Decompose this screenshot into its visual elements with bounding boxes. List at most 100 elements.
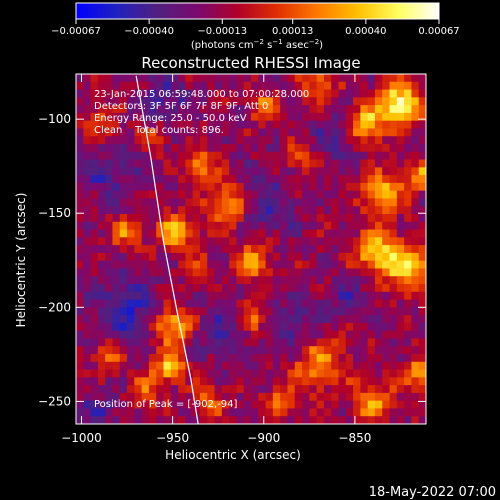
heatmap-cell bbox=[221, 245, 230, 254]
heatmap-cell bbox=[280, 369, 289, 378]
heatmap-cell bbox=[272, 408, 281, 417]
heatmap-cell bbox=[287, 97, 296, 106]
heatmap-cell bbox=[199, 112, 208, 122]
heatmap-cell bbox=[207, 190, 216, 200]
heatmap-cell bbox=[360, 229, 369, 238]
heatmap-cell bbox=[316, 237, 325, 246]
heatmap-cell bbox=[411, 354, 420, 363]
heatmap-cell bbox=[214, 136, 223, 145]
heatmap-cell bbox=[192, 291, 201, 301]
heatmap-cell bbox=[112, 361, 121, 371]
heatmap-cell bbox=[302, 307, 310, 316]
heatmap-cell bbox=[148, 400, 157, 410]
heatmap-cell bbox=[331, 377, 340, 386]
heatmap-cell bbox=[105, 81, 114, 91]
heatmap-cell bbox=[309, 408, 318, 417]
heatmap-cell bbox=[141, 400, 150, 410]
heatmap-cell bbox=[382, 416, 391, 424]
heatmap-cell bbox=[251, 167, 259, 176]
heatmap-cell bbox=[178, 144, 186, 153]
heatmap-cell bbox=[119, 167, 128, 176]
heatmap-cell bbox=[119, 322, 128, 332]
heatmap-cell bbox=[316, 284, 325, 293]
heatmap-cell bbox=[382, 354, 391, 363]
heatmap-cell bbox=[323, 182, 332, 192]
heatmap-cell bbox=[302, 206, 310, 215]
heatmap-cell bbox=[345, 229, 354, 238]
heatmap-cell bbox=[156, 268, 165, 277]
heatmap-cell bbox=[367, 392, 376, 402]
heatmap-cell bbox=[345, 136, 354, 145]
heatmap-cell bbox=[243, 291, 252, 301]
heatmap-cell bbox=[367, 385, 376, 394]
heatmap-cell bbox=[382, 385, 391, 394]
heatmap-cell bbox=[272, 268, 281, 277]
heatmap-cell bbox=[214, 112, 223, 122]
heatmap-cell bbox=[207, 167, 216, 176]
heatmap-cell bbox=[309, 120, 318, 130]
heatmap-cell bbox=[90, 346, 99, 355]
heatmap-cell bbox=[316, 245, 325, 254]
heatmap-cell bbox=[163, 175, 172, 184]
heatmap-cell bbox=[76, 229, 84, 238]
heatmap-cell bbox=[404, 284, 413, 293]
heatmap-cell bbox=[112, 377, 121, 386]
heatmap-cell bbox=[287, 136, 296, 145]
heatmap-cell bbox=[170, 400, 179, 410]
heatmap-cell bbox=[404, 120, 413, 130]
heatmap-cell bbox=[112, 198, 121, 207]
heatmap-cell bbox=[360, 268, 369, 277]
heatmap-cell bbox=[76, 128, 84, 137]
heatmap-cell bbox=[331, 299, 340, 308]
heatmap-cell bbox=[331, 322, 340, 332]
heatmap-cell bbox=[105, 198, 114, 207]
heatmap-cell bbox=[134, 307, 143, 316]
heatmap-cell bbox=[119, 245, 128, 254]
heatmap-cell bbox=[280, 361, 289, 371]
heatmap-cell bbox=[148, 416, 157, 424]
heatmap-cell bbox=[236, 369, 245, 378]
heatmap-cell bbox=[382, 221, 391, 231]
heatmap-cell bbox=[97, 252, 106, 262]
heatmap-cell bbox=[265, 392, 274, 402]
heatmap-cell bbox=[323, 369, 332, 378]
heatmap-cell bbox=[418, 229, 426, 238]
heatmap-cell bbox=[185, 144, 194, 153]
heatmap-cell bbox=[389, 268, 398, 277]
heatmap-cell bbox=[396, 354, 405, 363]
heatmap-cell bbox=[367, 112, 376, 122]
heatmap-cell bbox=[192, 299, 201, 308]
heatmap-cell bbox=[316, 416, 325, 424]
heatmap-cell bbox=[207, 330, 216, 340]
heatmap-cell bbox=[163, 105, 172, 114]
heatmap-cell bbox=[148, 136, 157, 145]
colorbar-unit-label: (photons cm−2 s−1 asec−2) bbox=[191, 38, 323, 51]
heatmap-cell bbox=[258, 338, 267, 347]
heatmap-cell bbox=[345, 416, 354, 424]
heatmap-cell bbox=[229, 315, 238, 324]
heatmap-cell bbox=[134, 229, 143, 238]
heatmap-cell bbox=[178, 252, 186, 262]
heatmap-cell bbox=[185, 105, 194, 114]
heatmap-cell bbox=[258, 377, 267, 386]
heatmap-cell bbox=[374, 198, 383, 207]
heatmap-cell bbox=[331, 159, 340, 168]
heatmap-cell bbox=[170, 175, 179, 184]
heatmap-cell bbox=[309, 369, 318, 378]
heatmap-cell bbox=[396, 346, 405, 355]
heatmap-cell bbox=[112, 112, 121, 122]
colorbar-tick-label: −0.00013 bbox=[197, 26, 247, 37]
heatmap-cell bbox=[141, 377, 150, 386]
heatmap-cell bbox=[243, 151, 252, 161]
heatmap-cell bbox=[119, 416, 128, 424]
heatmap-cell bbox=[251, 112, 259, 122]
heatmap-cell bbox=[105, 276, 114, 285]
heatmap-cell bbox=[199, 338, 208, 347]
heatmap-cell bbox=[323, 167, 332, 176]
heatmap-cell bbox=[272, 260, 281, 270]
heatmap-cell bbox=[221, 136, 230, 145]
heatmap-cell bbox=[418, 167, 426, 176]
heatmap-cell bbox=[207, 315, 216, 324]
heatmap-cell bbox=[287, 315, 296, 324]
heatmap-cell bbox=[316, 354, 325, 363]
